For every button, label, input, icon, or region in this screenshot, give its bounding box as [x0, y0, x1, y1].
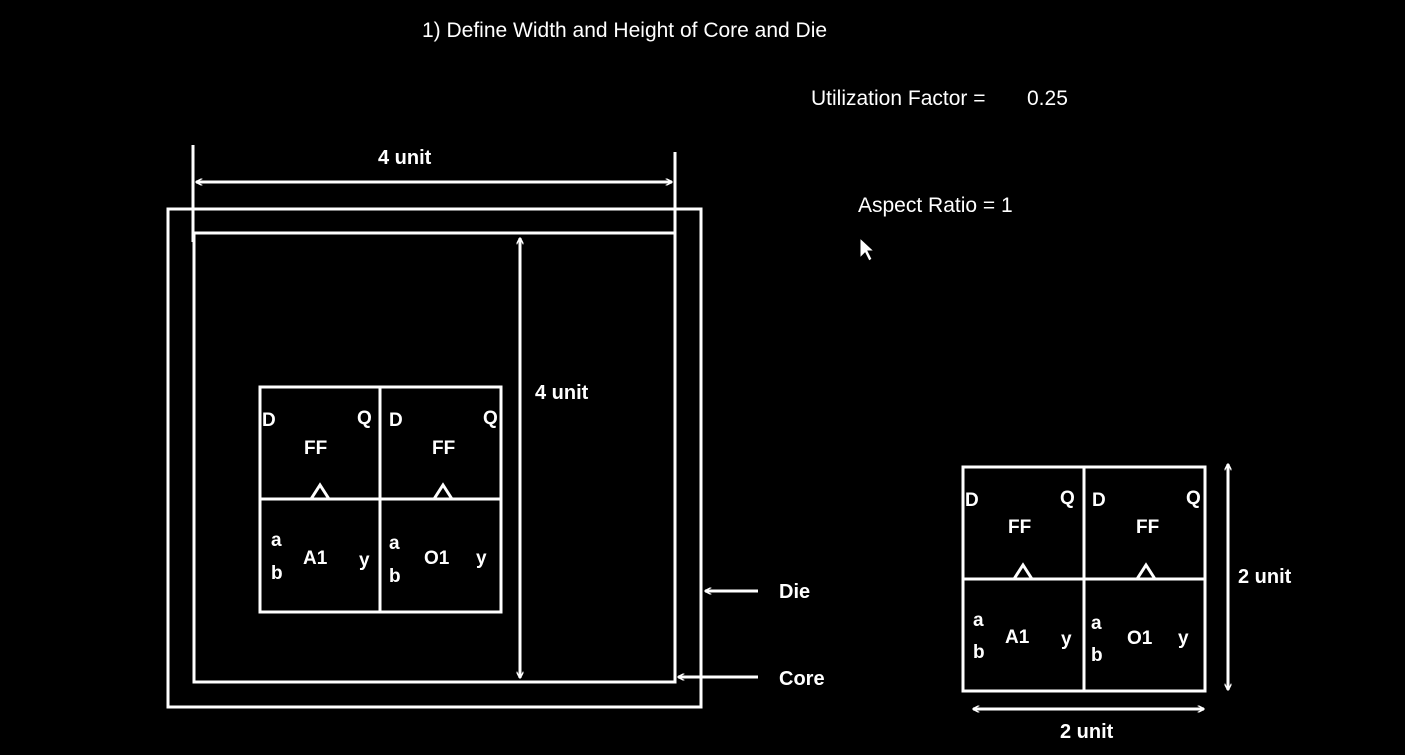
aspect-ratio-text: Aspect Ratio = 1 [858, 194, 1013, 217]
ff4-d-pin: D [1092, 490, 1106, 511]
or-a-pin: a [389, 533, 400, 554]
ff2-d-pin: D [389, 410, 403, 431]
core-label: Core [779, 668, 825, 690]
or-gate-name: O1 [424, 548, 450, 569]
mouse-pointer-icon [859, 236, 876, 262]
ff3-d-pin: D [965, 490, 979, 511]
utilization-label: Utilization Factor = [811, 87, 985, 110]
core-cell-block: D Q FF D Q FF a b A1 y a b O1 y [258, 385, 503, 614]
ff2-q-pin: Q [483, 408, 498, 429]
and2-gate-name: A1 [1005, 627, 1030, 648]
ff3-q-pin: Q [1060, 488, 1075, 509]
or2-y-pin: y [1178, 628, 1189, 649]
ff1-name: FF [304, 438, 327, 459]
ff1-q-pin: Q [357, 408, 372, 429]
die-rect [166, 207, 703, 709]
or-y-pin: y [476, 548, 487, 569]
ff4-q-pin: Q [1186, 488, 1201, 509]
or2-gate-name: O1 [1127, 628, 1153, 649]
core-rect [192, 231, 677, 684]
ff3-name: FF [1008, 517, 1031, 538]
die-label: Die [779, 581, 810, 603]
standalone-cell-block: D Q FF D Q FF a b A1 y a b O1 y [961, 465, 1207, 693]
or2-a-pin: a [1091, 613, 1102, 634]
page-title: 1) Define Width and Height of Core and D… [422, 19, 827, 42]
or-b-pin: b [389, 566, 401, 587]
ff1-d-pin: D [262, 410, 276, 431]
small-block-height-label: 2 unit [1238, 566, 1292, 588]
ff4-name: FF [1136, 517, 1159, 538]
core-width-label: 4 unit [378, 147, 432, 169]
and2-b-pin: b [973, 642, 985, 663]
and-y-pin: y [359, 550, 370, 571]
and-b-pin: b [271, 563, 283, 584]
ff2-name: FF [432, 438, 455, 459]
and-gate-name: A1 [303, 548, 328, 569]
and-a-pin: a [271, 530, 282, 551]
or2-b-pin: b [1091, 645, 1103, 666]
core-height-label: 4 unit [535, 382, 589, 404]
small-block-width-label: 2 unit [1060, 721, 1114, 743]
utilization-value: 0.25 [1027, 87, 1068, 110]
and2-a-pin: a [973, 610, 984, 631]
and2-y-pin: y [1061, 629, 1072, 650]
